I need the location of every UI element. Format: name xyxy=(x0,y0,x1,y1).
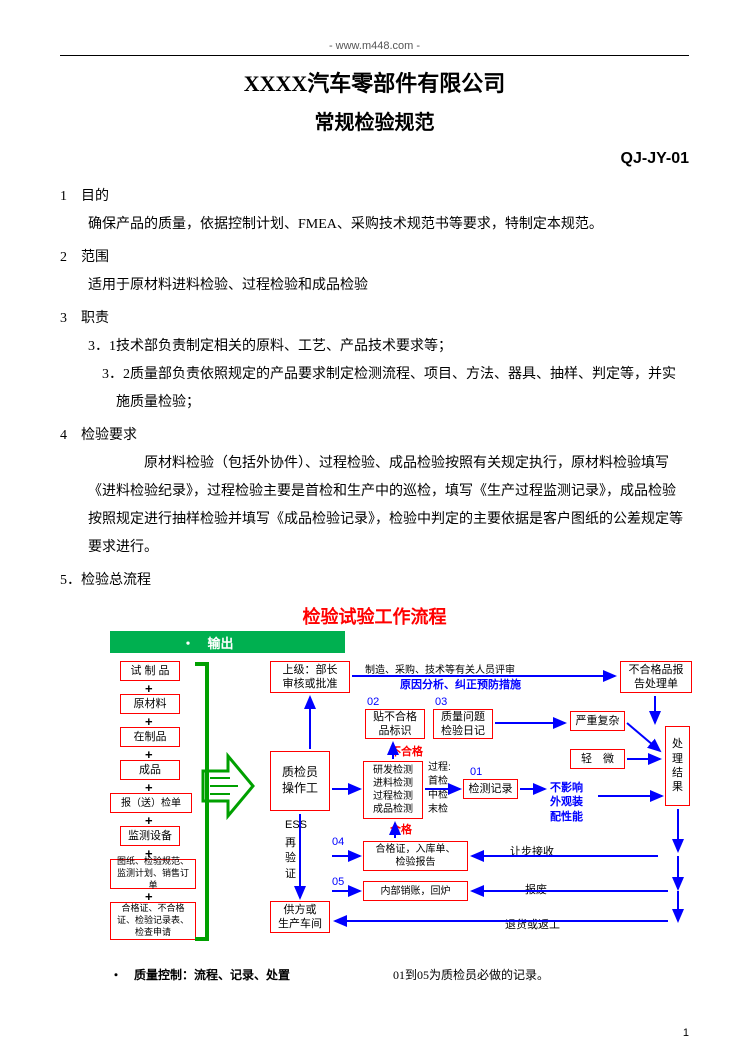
label-04: 04 xyxy=(332,836,344,848)
box-tag: 贴不合格 品标识 xyxy=(365,709,425,739)
label-concession: 让步接收 xyxy=(510,843,554,859)
box-journal: 质量问题 检验日记 xyxy=(433,709,493,739)
s3-2: 3．2质量部负责依照规定的产品要求制定检测流程、项目、方法、器具、抽样、判定等，… xyxy=(60,361,689,417)
doc-code: QJ-JY-01 xyxy=(60,150,689,168)
flowchart: ・ 输入 ・ 质量控制过程 ・ 输出 试 制 品 + 原材料 + 在制品 + 成… xyxy=(110,631,710,961)
label-review: 制造、采购、技术等有关人员评审 xyxy=(365,661,515,676)
section-5: 5．检验总流程 xyxy=(60,567,689,595)
label-03: 03 xyxy=(435,696,447,708)
box-supervisor: 上级：部长 审核或批准 xyxy=(270,661,350,693)
s2-head: 2 范围 xyxy=(60,244,689,272)
green-bracket xyxy=(195,659,215,944)
header-url: - www.m448.com - xyxy=(60,40,689,55)
box-report: 报（送）检单 xyxy=(110,793,192,813)
box-drawings: 图纸、检验规范、监测计划、销售订单 xyxy=(110,859,196,889)
flowchart-title: 检验试验工作流程 xyxy=(60,603,689,629)
s3-head: 3 职责 xyxy=(60,305,689,333)
box-finished: 成品 xyxy=(120,760,180,780)
footnote-left: ・ 质量控制：流程、记录、处置 xyxy=(110,968,290,982)
box-severe: 严重复杂 xyxy=(570,711,625,731)
label-02: 02 xyxy=(367,696,379,708)
doc-title: 常规检验规范 xyxy=(60,106,689,135)
box-proc: 过程: 首检 中检 末检 xyxy=(428,761,451,817)
s4-body: 原材料检验（包括外协件）、过程检验、成品检验按照有关规定执行，原材料检验填写《进… xyxy=(60,450,689,562)
box-noeffect: 不影响 外观装 配性能 xyxy=(550,781,583,824)
footnote-row: ・ 质量控制：流程、记录、处置 01到05为质检员必做的记录。 xyxy=(110,966,689,983)
box-ncr: 不合格品报 告处理单 xyxy=(620,661,692,693)
label-reverify: 再 验 证 xyxy=(285,836,296,882)
box-wip: 在制品 xyxy=(120,727,180,747)
box-certs: 合格证、不合格证、检验记录表、检查申请 xyxy=(110,902,196,940)
box-cert: 合格证，入库单、 检验报告 xyxy=(363,841,468,871)
company-title: XXXX汽车零部件有限公司 xyxy=(60,66,689,98)
section-4: 4 检验要求 原材料检验（包括外协件）、过程检验、成品检验按照有关规定执行，原材… xyxy=(60,422,689,562)
box-rd: 研发检测 进料检测 过程检测 成品检测 xyxy=(363,761,423,819)
section-3: 3 职责 3．1技术部负责制定相关的原料、工艺、产品技术要求等； 3．2质量部负… xyxy=(60,305,689,417)
s3-1: 3．1技术部负责制定相关的原料、工艺、产品技术要求等； xyxy=(60,333,689,361)
s4-head: 4 检验要求 xyxy=(60,422,689,450)
label-scrap: 报废 xyxy=(525,881,547,897)
s5-head: 5．检验总流程 xyxy=(60,567,689,595)
label-return: 退货或返工 xyxy=(505,916,560,932)
label-fail: 不合格 xyxy=(390,743,423,759)
label-01: 01 xyxy=(470,766,482,778)
box-rawmat: 原材料 xyxy=(120,694,180,714)
label-cause: 原因分析、纠正预防措施 xyxy=(400,676,521,692)
box-supplier: 供方或 生产车间 xyxy=(270,901,330,933)
label-05: 05 xyxy=(332,876,344,888)
label-pass: 合格 xyxy=(390,821,412,837)
section-2: 2 范围 适用于原材料进料检验、过程检验和成品检验 xyxy=(60,244,689,300)
box-minor: 轻 微 xyxy=(570,749,625,769)
box-result: 处 理 结 果 xyxy=(665,726,690,806)
box-destroy: 内部销账，回炉 xyxy=(363,881,468,901)
label-ess: ESS xyxy=(285,819,307,831)
box-inspector: 质检员 操作工 xyxy=(270,751,330,811)
box-record: 检测记录 xyxy=(463,779,518,799)
page-number: 1 xyxy=(683,1027,689,1039)
s2-body: 适用于原材料进料检验、过程检验和成品检验 xyxy=(60,272,689,300)
bar-output: ・ 输出 xyxy=(110,631,305,653)
s1-head: 1 目的 xyxy=(60,183,689,211)
section-1: 1 目的 确保产品的质量，依据控制计划、FMEA、采购技术规范书等要求，特制定本… xyxy=(60,183,689,239)
box-prototype: 试 制 品 xyxy=(120,661,180,681)
header-divider xyxy=(60,55,689,56)
footnote-right: 01到05为质检员必做的记录。 xyxy=(393,968,549,982)
s1-body: 确保产品的质量，依据控制计划、FMEA、采购技术规范书等要求，特制定本规范。 xyxy=(60,211,689,239)
box-equip: 监测设备 xyxy=(120,826,180,846)
